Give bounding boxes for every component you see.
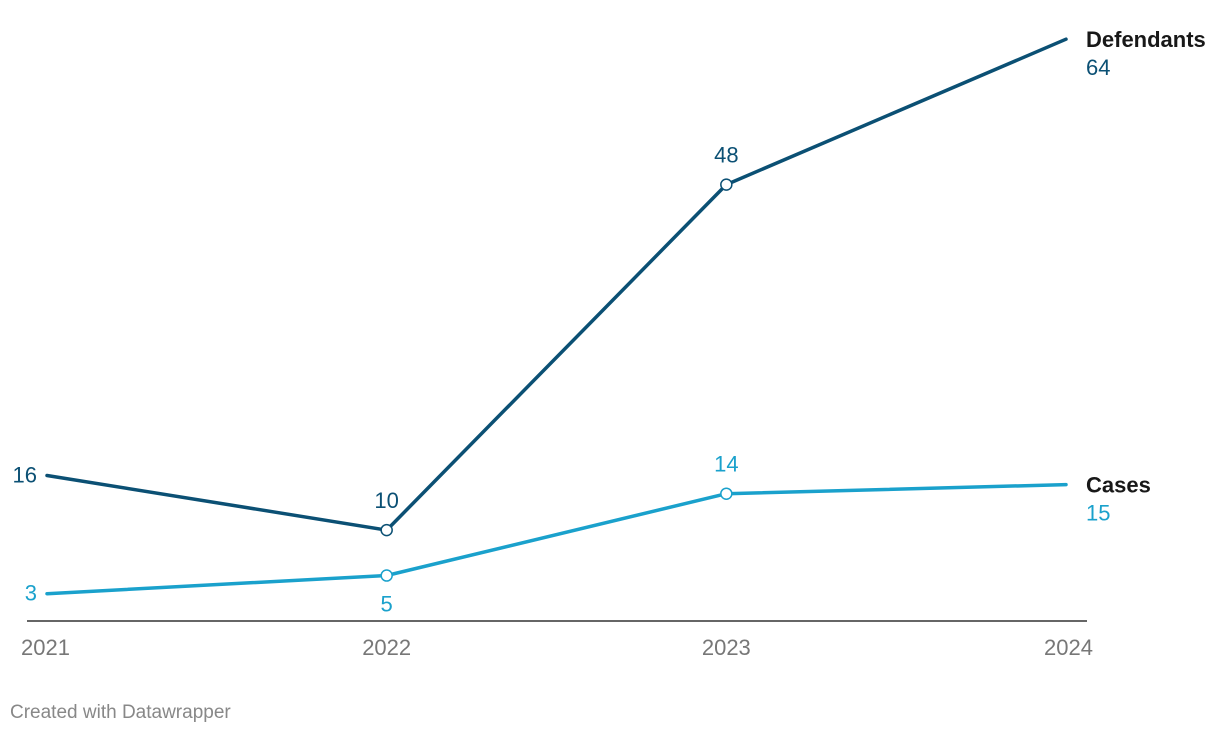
cases-value-label: 5 — [381, 592, 393, 617]
cases-series-label: Cases — [1086, 473, 1151, 498]
series-lines — [45, 37, 1068, 596]
x-tick-label: 2023 — [702, 635, 751, 660]
series-markers — [380, 178, 733, 582]
cases-value-label: 15 — [1086, 501, 1110, 526]
x-tick-label: 2022 — [362, 635, 411, 660]
defendants-value-label: 16 — [13, 463, 37, 488]
defendants-line — [45, 37, 1068, 532]
credit-text: Created with Datawrapper — [10, 702, 231, 723]
cases-value-label: 3 — [25, 581, 37, 606]
value-labels: 16 10 48 Defendants 64 3 5 14 Cases 15 — [13, 27, 1206, 616]
defendants-point — [720, 178, 733, 191]
cases-value-label: 14 — [714, 452, 738, 477]
cases-line — [45, 482, 1068, 596]
defendants-value-label: 64 — [1086, 55, 1110, 80]
cases-point — [380, 569, 393, 582]
defendants-series-label: Defendants — [1086, 27, 1206, 52]
defendants-value-label: 10 — [374, 488, 398, 513]
x-tick-label: 2024 — [1044, 635, 1093, 660]
cases-point — [720, 487, 733, 500]
x-axis: 2021 2022 2023 2024 — [21, 620, 1093, 660]
defendants-point — [380, 523, 393, 537]
defendants-value-label: 48 — [714, 143, 738, 168]
x-tick-label: 2021 — [21, 635, 70, 660]
